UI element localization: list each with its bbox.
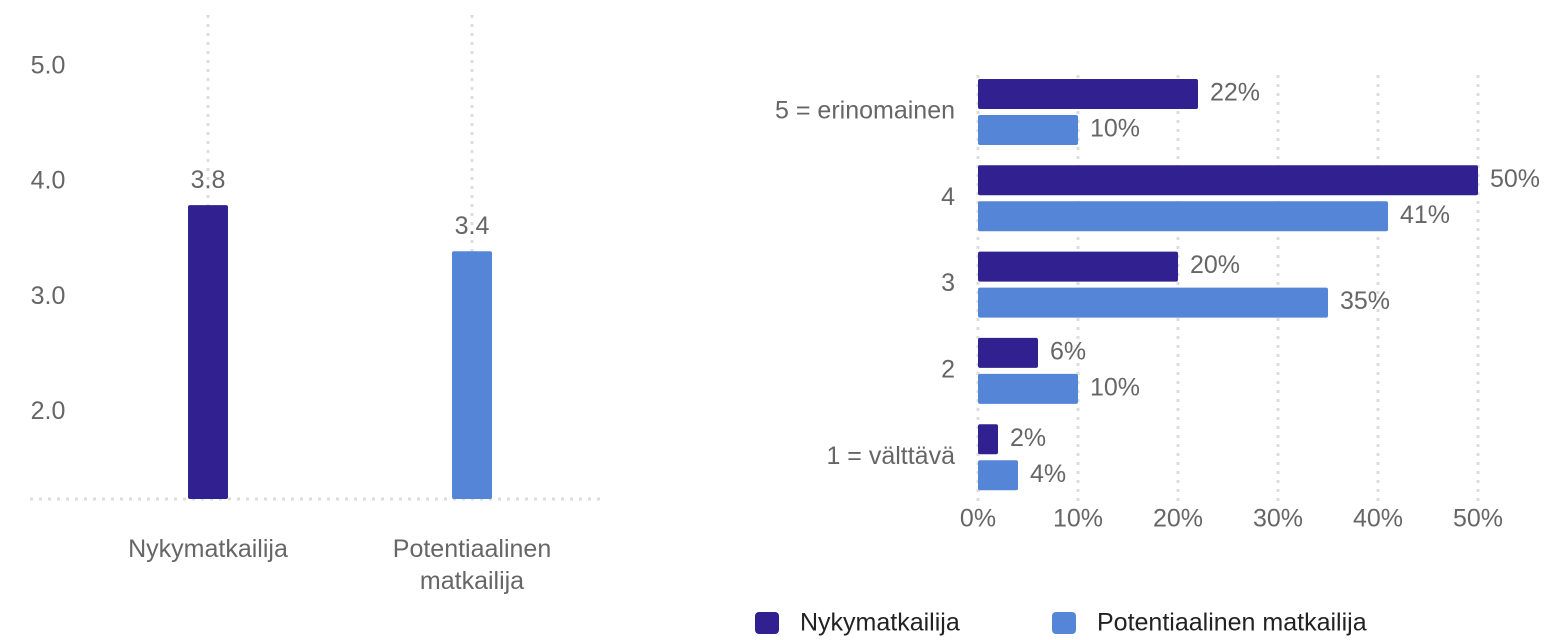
bar bbox=[978, 373, 1078, 404]
value-label: 41% bbox=[1400, 201, 1450, 229]
y-tick-label: 3.0 bbox=[31, 282, 66, 310]
y-tick-label: 2.0 bbox=[31, 397, 66, 425]
y-tick-label: 2 bbox=[941, 356, 955, 384]
bar bbox=[978, 424, 998, 455]
y-tick-label: 1 = välttävä bbox=[826, 442, 955, 470]
x-tick-label: 30% bbox=[1253, 505, 1303, 533]
x-tick-label: Potentiaalinen matkailija bbox=[392, 535, 552, 595]
legend-label: Nykymatkailija bbox=[800, 609, 960, 637]
value-label: 22% bbox=[1210, 79, 1260, 107]
legend-label: Potentiaalinen matkailija bbox=[1097, 609, 1367, 637]
value-label: 10% bbox=[1090, 374, 1140, 402]
value-label: 3.8 bbox=[191, 166, 226, 194]
value-label: 10% bbox=[1090, 115, 1140, 143]
bar bbox=[188, 205, 228, 499]
value-label: 20% bbox=[1190, 251, 1240, 279]
bar bbox=[978, 201, 1388, 232]
x-tick-label: 0% bbox=[960, 505, 996, 533]
value-label: 3.4 bbox=[455, 212, 490, 240]
x-tick-label: Nykymatkailija bbox=[128, 535, 288, 563]
x-tick-label: 50% bbox=[1453, 505, 1503, 533]
value-label: 6% bbox=[1050, 338, 1086, 366]
x-tick-label: 10% bbox=[1053, 505, 1103, 533]
y-tick-label: 5 = erinomainen bbox=[775, 97, 955, 125]
x-tick-label: 20% bbox=[1153, 505, 1203, 533]
bar bbox=[978, 460, 1018, 491]
value-label: 2% bbox=[1010, 424, 1046, 452]
y-tick-label: 3 bbox=[941, 269, 955, 297]
x-tick-label: 40% bbox=[1353, 505, 1403, 533]
bar bbox=[978, 251, 1178, 282]
bar bbox=[978, 79, 1198, 109]
value-label: 4% bbox=[1030, 460, 1066, 488]
y-tick-label: 4 bbox=[941, 183, 955, 211]
value-label: 50% bbox=[1490, 165, 1540, 193]
legend-swatch bbox=[755, 612, 779, 634]
value-label: 35% bbox=[1340, 287, 1390, 315]
y-tick-label: 5.0 bbox=[31, 51, 66, 79]
bar bbox=[978, 287, 1328, 318]
legend-swatch bbox=[1052, 612, 1076, 634]
bar bbox=[452, 251, 492, 499]
bar bbox=[978, 337, 1038, 368]
bar bbox=[978, 115, 1078, 145]
bar bbox=[978, 165, 1478, 196]
y-tick-label: 4.0 bbox=[31, 167, 66, 195]
